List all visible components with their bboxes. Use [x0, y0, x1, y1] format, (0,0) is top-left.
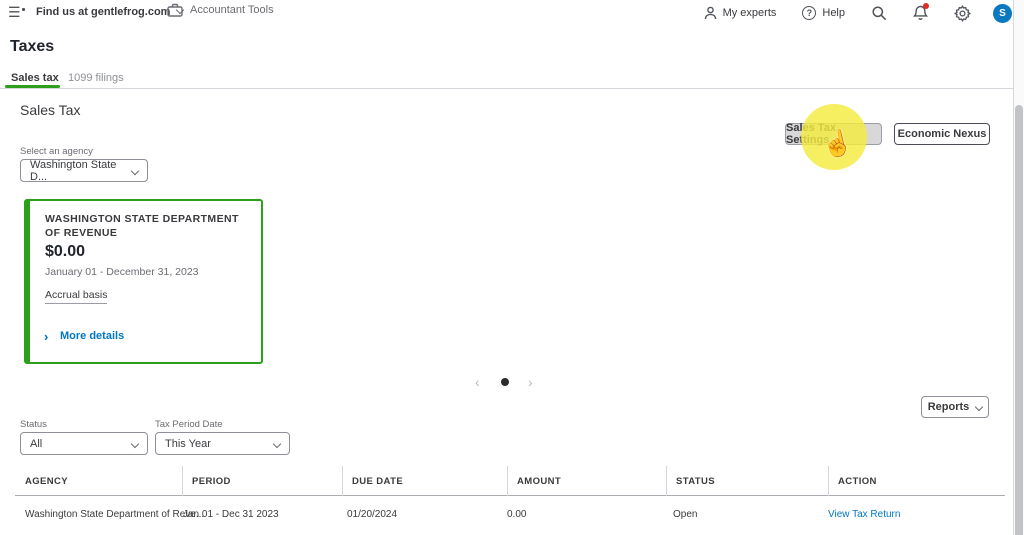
sales-tax-settings-button[interactable]: Sales Tax Settings — [785, 122, 882, 146]
column-header-action[interactable]: ACTION — [838, 476, 877, 487]
settings-gear-button[interactable] — [954, 4, 971, 22]
card-period: January 01 - December 31, 2023 — [45, 266, 199, 278]
economic-nexus-button[interactable]: Economic Nexus — [894, 123, 990, 145]
column-header-status[interactable]: STATUS — [676, 476, 715, 487]
more-details-link[interactable]: More details — [60, 330, 125, 342]
help-button[interactable]: ? Help — [802, 6, 845, 20]
agency-select[interactable]: Washington State D... — [20, 158, 148, 183]
my-experts-label: My experts — [722, 7, 777, 19]
notifications-button[interactable] — [913, 3, 929, 21]
card-agency-title: WASHINGTON STATE DEPARTMENT OF REVENUE — [45, 213, 239, 239]
table-header-row: AGENCY PERIOD DUE DATE AMOUNT STATUS ACT… — [15, 466, 1005, 496]
column-divider — [507, 466, 508, 496]
tabs-divider — [0, 88, 1013, 89]
header-actions: My experts ? Help S — [704, 0, 1012, 26]
active-tab-underline — [5, 85, 60, 88]
column-divider — [828, 466, 829, 496]
search-icon — [871, 5, 887, 21]
accountant-tools-label: Accountant Tools — [190, 4, 274, 16]
carousel-prev-icon[interactable]: ‹ — [475, 374, 480, 390]
person-icon — [704, 6, 717, 20]
chevron-down-icon — [130, 439, 140, 448]
page-title: Taxes — [10, 38, 55, 55]
cell-due-date: 01/20/2024 — [347, 509, 398, 520]
column-divider — [666, 466, 667, 496]
avatar-initial: S — [993, 3, 1012, 23]
scrollbar-thumb[interactable] — [1015, 105, 1023, 535]
status-filter-select[interactable]: All — [20, 432, 148, 455]
chevron-down-icon — [975, 402, 984, 412]
tax-period-filter-value: This Year — [165, 437, 211, 450]
column-divider — [342, 466, 343, 496]
card-accrual-basis[interactable]: Accrual basis — [45, 289, 108, 304]
tab-1099-filings[interactable]: 1099 filings — [68, 72, 124, 84]
tax-period-filter-label: Tax Period Date — [155, 419, 223, 430]
cell-status: Open — [673, 509, 698, 520]
carousel-next-icon[interactable]: › — [528, 374, 533, 390]
scrollbar-track[interactable] — [1013, 0, 1024, 535]
status-filter-value: All — [30, 437, 43, 450]
column-header-agency[interactable]: AGENCY — [25, 476, 69, 487]
view-tax-return-link[interactable]: View Tax Return — [828, 509, 901, 520]
reports-button[interactable]: Reports — [921, 396, 989, 418]
user-avatar[interactable]: S — [993, 3, 1012, 23]
bell-icon — [913, 5, 928, 21]
nav-collapse-icon[interactable]: ☰ — [8, 4, 25, 21]
my-experts-button[interactable]: My experts — [704, 6, 777, 20]
status-filter-label: Status — [20, 419, 47, 430]
carousel-dot[interactable] — [501, 378, 509, 386]
briefcase-icon — [167, 3, 183, 17]
card-amount: $0.00 — [45, 243, 86, 260]
agency-select-label: Select an agency — [20, 146, 93, 157]
agency-summary-card[interactable]: WASHINGTON STATE DEPARTMENT OF REVENUE $… — [24, 199, 263, 364]
tax-period-filter-select[interactable]: This Year — [155, 432, 290, 455]
chevron-right-icon: › — [44, 329, 49, 344]
agency-select-value: Washington State D... — [30, 158, 117, 183]
column-divider — [182, 466, 183, 496]
column-header-amount[interactable]: AMOUNT — [517, 476, 562, 487]
notification-badge — [923, 3, 929, 9]
chevron-down-icon — [272, 439, 282, 448]
reports-label: Reports — [927, 401, 970, 413]
help-label: Help — [822, 7, 845, 19]
cell-period: Jan 01 - Dec 31 2023 — [183, 509, 279, 520]
company-menu-label: Find us at gentlefrog.com — [36, 6, 171, 18]
column-header-due-date[interactable]: DUE DATE — [352, 476, 404, 487]
table-row: Washington State Department of Reve... J… — [15, 497, 1005, 529]
sales-tax-heading: Sales Tax — [20, 102, 81, 118]
nav-collapse-dot-icon — [21, 8, 25, 11]
help-icon: ? — [802, 6, 817, 20]
tab-sales-tax[interactable]: Sales tax — [11, 72, 59, 84]
search-button[interactable] — [871, 5, 887, 21]
cell-agency: Washington State Department of Reve... — [25, 509, 205, 520]
accountant-tools-button[interactable]: Accountant Tools — [167, 3, 274, 17]
column-header-period[interactable]: PERIOD — [192, 476, 231, 487]
top-nav-bar: ☰ Find us at gentlefrog.com Accountant T… — [0, 0, 1024, 26]
gear-icon — [954, 4, 971, 22]
cell-amount: 0.00 — [507, 509, 527, 520]
company-menu[interactable]: Find us at gentlefrog.com — [36, 5, 185, 18]
